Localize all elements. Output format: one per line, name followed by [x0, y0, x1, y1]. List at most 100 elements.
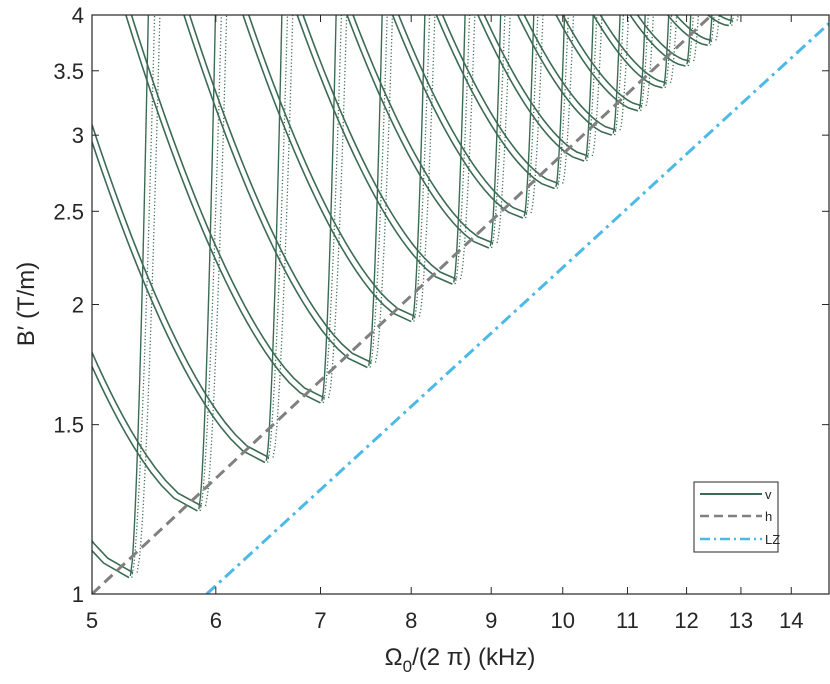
x-tick-label: 11 — [616, 608, 639, 633]
y-axis-label: B′ (T/m) — [13, 262, 40, 346]
resonance-branch-right-solid — [198, 15, 217, 510]
resonance-branch-right — [413, 15, 431, 322]
resonance-branch-left — [92, 139, 266, 464]
resonance-curve — [706, 15, 739, 27]
reference-lines-layer — [92, 15, 829, 594]
resonance-curve — [92, 15, 294, 464]
resonance-branch-right — [327, 15, 348, 399]
resonance-branch-right — [267, 15, 289, 463]
resonance-branch-right — [204, 15, 228, 507]
resonance-curve — [555, 15, 655, 112]
resonance-curve — [125, 15, 348, 404]
resonance-branch-left — [183, 15, 368, 369]
resonance-branch-right — [418, 15, 436, 317]
resonance-branch-right-solid — [708, 15, 713, 44]
x-tick-label: 9 — [485, 608, 497, 633]
resonance-branch-right — [736, 15, 739, 21]
series-line-lz — [205, 22, 829, 594]
x-tick-label: 10 — [551, 608, 575, 633]
resonance-branch-left — [477, 15, 585, 162]
resonance-curve — [296, 15, 476, 285]
y-tick-label: 4 — [72, 3, 84, 28]
y-tick-label: 1 — [72, 582, 84, 607]
resonance-branch-left — [592, 15, 663, 89]
y-tick-label: 2.5 — [53, 199, 84, 224]
curves-layer — [92, 15, 739, 579]
resonance-branch-left — [242, 15, 412, 323]
resonance-branch-left — [130, 15, 325, 399]
resonance-branch-right — [524, 15, 539, 219]
ticks-layer: 5 6 7 8 9 10 11 12 13 14 1 1.5 2 2.5 3 3.5 4 — [53, 3, 829, 633]
resonance-branch-right — [496, 15, 511, 244]
resonance-branch-left — [346, 15, 490, 249]
resonance-branch-right — [199, 15, 222, 512]
resonance-branch-left — [555, 15, 639, 112]
resonance-branch-right — [459, 15, 476, 280]
resonance-curve — [183, 15, 394, 369]
resonance-branch-left — [516, 15, 613, 136]
resonance-branch-right — [491, 15, 506, 249]
resonance-branch-right — [669, 15, 678, 84]
resonance-branch-right-solid — [129, 15, 150, 577]
resonance-branch-right — [454, 15, 471, 285]
x-axis-label-rest: /(2 π) (kHz) — [412, 644, 535, 671]
resonance-branch-right — [639, 15, 649, 112]
resonance-curve — [92, 15, 161, 579]
resonance-branch-left — [561, 15, 643, 107]
resonance-branch-right-solid — [265, 15, 283, 461]
legend: v h LZ — [693, 481, 780, 553]
x-tick-label: 14 — [779, 608, 803, 633]
resonance-branch-right-solid — [368, 15, 383, 366]
x-tick-label: 13 — [729, 608, 753, 633]
legend-label-v: v — [765, 487, 772, 502]
legend-label-h: h — [765, 509, 772, 524]
y-tick-label: 3.5 — [53, 59, 84, 84]
x-axis-label-sub: 0 — [403, 657, 412, 676]
x-axis-label: Ω0/(2 π) (kHz) — [385, 644, 536, 676]
resonance-branch-right — [131, 15, 156, 578]
resonance-branch-left — [441, 15, 559, 185]
resonance-branch-right — [530, 15, 544, 214]
resonance-branch-left — [629, 15, 686, 67]
resonance-branch-left — [391, 15, 524, 219]
resonance-branch-left — [247, 15, 416, 318]
y-tick-label: 1.5 — [53, 413, 84, 438]
resonance-curve — [477, 15, 603, 162]
resonance-branch-right — [374, 15, 394, 363]
resonance-branch-right-solid — [612, 15, 621, 134]
resonance-branch-right-solid — [584, 15, 594, 160]
y-tick-label: 3 — [72, 123, 84, 148]
resonance-curve — [346, 15, 511, 249]
resonance-branch-right-solid — [638, 15, 646, 110]
resonance-branch-left — [397, 15, 528, 214]
resonance-branch-left — [92, 122, 270, 459]
x-tick-label: 5 — [86, 608, 98, 633]
resonance-branch-right — [322, 15, 343, 404]
resonance-branch-left — [92, 350, 202, 507]
resonance-branch-right — [272, 15, 294, 458]
resonance-branch-left — [435, 15, 555, 190]
resonance-curve — [242, 15, 436, 323]
resonance-branch-right — [692, 15, 700, 62]
resonance-branch-right — [715, 15, 720, 41]
x-tick-label: 8 — [405, 608, 417, 633]
resonance-branch-right-solid — [453, 15, 466, 283]
legend-label-lz: LZ — [765, 532, 780, 547]
y-tick-label: 2 — [72, 293, 84, 318]
resonance-branch-right-solid — [729, 15, 733, 25]
resonance-curve — [92, 15, 228, 512]
resonance-branch-left — [706, 15, 729, 27]
x-axis-label-main: Ω — [385, 644, 403, 671]
resonance-branch-left — [125, 15, 321, 404]
resonance-branch-left — [302, 15, 457, 280]
resonance-branch-left — [188, 15, 372, 364]
resonance-branch-left — [636, 15, 690, 62]
resonance-branch-left — [92, 364, 198, 512]
x-tick-label: 12 — [674, 608, 698, 633]
resonance-branch-right-solid — [411, 15, 426, 320]
x-tick-label: 6 — [210, 608, 222, 633]
resonance-branch-right-solid — [489, 15, 502, 247]
resonance-curve — [592, 15, 678, 89]
resonance-branch-right-solid — [663, 15, 670, 87]
